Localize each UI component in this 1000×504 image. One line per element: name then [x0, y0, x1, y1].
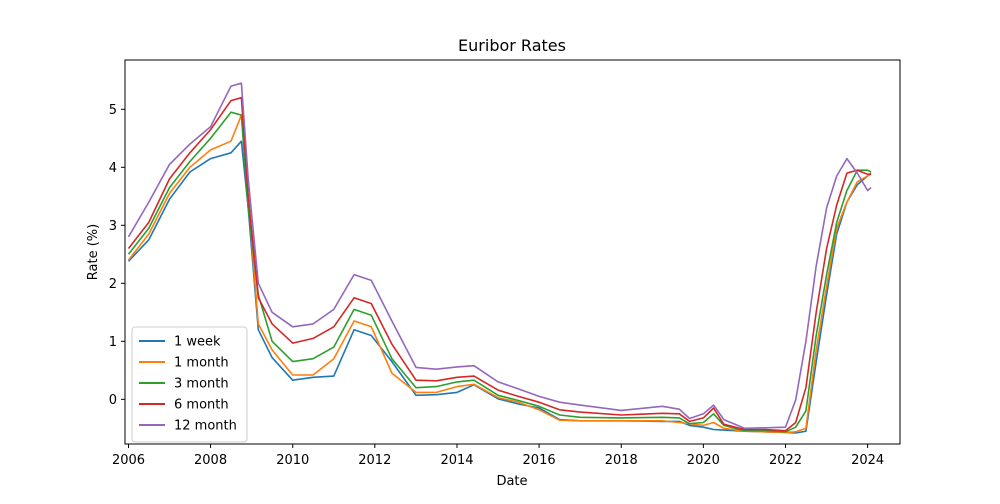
legend-label: 1 month [174, 356, 229, 371]
plot-frame [124, 59, 901, 445]
series-layer [127, 82, 872, 434]
y-tick-label: 3 [109, 219, 117, 234]
series-line-12-month [127, 82, 872, 430]
x-tick-label: 2020 [687, 453, 720, 468]
x-axis-label: Date [496, 474, 527, 489]
legend-label: 6 month [174, 398, 229, 413]
legend-label: 12 month [174, 419, 237, 434]
x-tick-label: 2022 [769, 453, 802, 468]
x-tick-label: 2012 [358, 453, 391, 468]
y-tick-label: 0 [109, 393, 117, 408]
x-tick-label: 2008 [194, 453, 227, 468]
y-tick-label: 4 [109, 161, 117, 176]
series-line-6-month [127, 96, 872, 432]
x-tick-label: 2016 [523, 453, 556, 468]
y-tick-label: 5 [109, 103, 117, 118]
x-tick-label: 2014 [440, 453, 473, 468]
legend-box [131, 326, 248, 443]
x-tick-label: 2010 [276, 453, 309, 468]
chart-title: Euribor Rates [458, 36, 566, 55]
legend-label: 3 month [174, 377, 229, 392]
legend-label: 1 week [174, 335, 221, 350]
x-axis: 2006 2008 2010 2012 2014 2016 2018 2020 2022 2024 [112, 444, 884, 468]
x-tick-label: 2024 [851, 453, 884, 468]
y-tick-label: 1 [109, 335, 117, 350]
y-axis: 0 1 2 3 4 5 [109, 103, 125, 408]
y-tick-label: 2 [109, 277, 117, 292]
x-tick-label: 2018 [605, 453, 638, 468]
x-tick-label: 2006 [112, 453, 145, 468]
y-axis-label: Rate (%) [86, 224, 101, 280]
legend: 1 week 1 month 3 month 6 month 12 month [131, 326, 248, 443]
series-line-3-month [127, 111, 872, 433]
